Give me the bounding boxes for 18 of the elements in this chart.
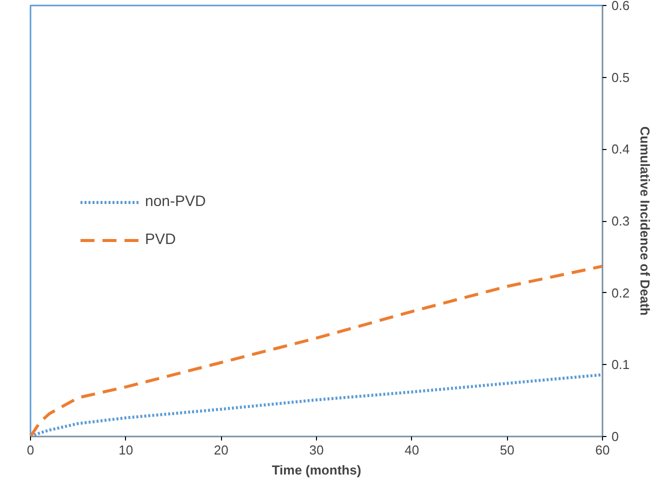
- y2-axis-title: Cumulative Incidence of Death: [638, 126, 653, 316]
- y2-tick-label: 0.2: [612, 285, 630, 300]
- x-tick-label: 10: [118, 442, 134, 458]
- y2-tick-label: 0.3: [612, 214, 630, 228]
- y2-tick-label: 0.4: [612, 142, 630, 157]
- legend-label: PVD: [145, 231, 176, 248]
- x-tick-label: 40: [404, 442, 420, 458]
- legend-label: non-PVD: [145, 193, 206, 210]
- x-tick-label: 50: [500, 442, 514, 458]
- y2-tick-label: 0.6: [612, 0, 630, 13]
- x-tick-label: 30: [309, 442, 324, 458]
- x-tick-label: 60: [595, 442, 610, 458]
- x-tick-label: 0: [26, 442, 34, 458]
- y2-tick-label: 0.5: [612, 70, 630, 85]
- y2-tick-label: 0: [612, 429, 619, 444]
- x-tick-label: 20: [214, 442, 228, 458]
- y2-tick-label: 0.1: [612, 357, 630, 372]
- x-axis-title: Time (months): [272, 462, 362, 478]
